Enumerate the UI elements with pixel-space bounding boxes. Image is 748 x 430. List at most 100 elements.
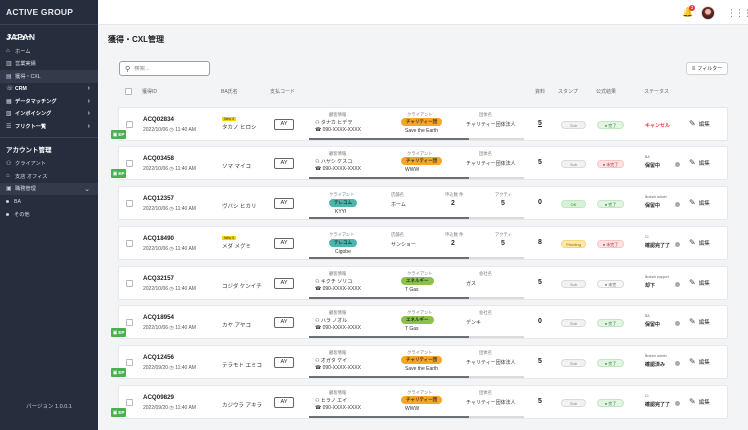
user-icon: ⚇ — [6, 161, 12, 168]
table-row[interactable]: ▣ EP ACQ02834 2022/10/06 ◷ 11:40 AM New 4 タカノ… — [111, 107, 728, 141]
row-checkbox[interactable] — [126, 160, 133, 167]
acquisition-id[interactable]: ACQ02834 — [143, 116, 174, 123]
apply-count-label: 申込数 件 — [445, 232, 464, 237]
edit-button[interactable]: ✎ 編集 — [689, 357, 710, 366]
row-checkbox[interactable] — [126, 280, 133, 287]
acquisition-id[interactable]: ACQ32157 — [143, 275, 174, 282]
status-role: CI — [645, 235, 649, 239]
edit-button[interactable]: ✎ 編集 — [689, 238, 710, 247]
sidebar-item-1[interactable]: ▥ 営業実績 — [0, 58, 98, 71]
detail-scrollbar[interactable] — [309, 257, 524, 259]
sidebar-item-2[interactable]: ▤ 獲得・CXL — [0, 70, 98, 83]
select-all-checkbox[interactable] — [125, 88, 132, 95]
detail-scrollbar[interactable] — [309, 336, 524, 338]
edit-button[interactable]: ✎ 編集 — [689, 119, 710, 128]
edit-icon: ✎ — [689, 397, 696, 406]
home-icon: ⌂ — [6, 48, 10, 55]
apps-grid-icon[interactable]: ⋮⋮⋮ — [727, 8, 748, 18]
document-count[interactable]: 0 — [538, 318, 542, 325]
client-label: クライアント — [329, 192, 355, 197]
sidebar-item-label: 営業実績 — [15, 61, 36, 68]
status-label: 保留中 — [645, 322, 661, 328]
filter-button[interactable]: ≡ フィルター — [686, 62, 728, 75]
edit-button[interactable]: ✎ 編集 — [689, 198, 710, 207]
detail-scrollbar[interactable] — [309, 376, 524, 378]
detail-scrollbar[interactable] — [309, 297, 524, 299]
sidebar-item-5[interactable]: ▧ インボイシング › — [0, 108, 98, 121]
table-row[interactable]: ▣ EP ACQ12456 2022/09/20 ◷ 11:40 AM テラモト エミコ… — [111, 345, 728, 379]
edit-button[interactable]: ✎ 編集 — [689, 278, 710, 287]
ba-name: メダ メグミ — [222, 244, 252, 250]
table-row[interactable]: ▣ EP ACQ18954 2022/10/06 ◷ 11:40 AM カヤ アヤコ AY… — [111, 305, 728, 339]
ba-name: カヤ アヤコ — [222, 323, 252, 329]
sub-item-0[interactable]: BA — [0, 195, 98, 208]
detail-scrollbar[interactable] — [309, 416, 524, 418]
brand-logo: ACTIVE GROUP JAPAN — [0, 0, 98, 42]
sidebar-item-0[interactable]: ⌂ ホーム — [0, 45, 98, 58]
client-label: クライアント — [407, 350, 433, 355]
bell-icon[interactable]: 🔔 — [682, 7, 694, 17]
avatar[interactable] — [701, 6, 715, 20]
table-row[interactable]: ACQ32157 2022/10/06 ◷ 11:40 AM コジダ ケンイチ AY 顧… — [118, 266, 728, 300]
row-checkbox[interactable] — [126, 359, 133, 366]
document-count[interactable]: 8 — [538, 239, 542, 246]
acquisition-id[interactable]: ACQ18490 — [143, 235, 174, 242]
account-item-0[interactable]: ⚇ クライアント — [0, 158, 98, 171]
client-pill: チャリティー団 — [401, 118, 443, 126]
document-count[interactable]: 5 — [538, 358, 542, 365]
status-dot — [675, 202, 680, 207]
acquisition-id[interactable]: ACQ09829 — [143, 394, 174, 401]
edit-button[interactable]: ✎ 編集 — [689, 158, 710, 167]
client-sub: WWW — [405, 406, 420, 412]
sidebar-item-4[interactable]: ▦ データマッチング › — [0, 95, 98, 108]
client-pill: テレコム — [329, 199, 357, 207]
document-count[interactable]: 5 — [538, 398, 542, 405]
acquisition-id[interactable]: ACQ12357 — [143, 195, 174, 202]
acquisition-date: 2022/10/06 ◷ 11:40 AM — [143, 127, 196, 133]
row-checkbox[interactable] — [126, 121, 133, 128]
document-count[interactable]: 5 — [538, 279, 542, 286]
document-count[interactable]: 5 — [538, 120, 542, 127]
header-code: 支払コード — [270, 89, 296, 95]
account-item-1[interactable]: ⌂ 支店 オフィス — [0, 170, 98, 183]
payment-code: AY — [274, 238, 294, 249]
customer-phone: ☎ 090-XXXX-XXXX — [315, 166, 361, 172]
edit-icon: ✎ — [689, 238, 696, 247]
acquisition-id[interactable]: ACQ12456 — [143, 354, 174, 361]
sidebar-item-6[interactable]: ☰ フリクト一覧 › — [0, 120, 98, 133]
detail-scrollbar[interactable] — [309, 138, 524, 140]
table-row[interactable]: ▣ EP ACQ09829 2022/09/20 ◷ 11:40 AM カジウラ アキラ… — [111, 385, 728, 419]
sidebar-item-3[interactable]: ☏ CRM › — [0, 83, 98, 96]
shop-name: ホーム — [391, 202, 406, 208]
phone-icon: ☎ — [315, 325, 322, 331]
chevron-right-icon: › — [87, 110, 90, 118]
row-checkbox[interactable] — [126, 319, 133, 326]
table-row[interactable]: ACQ18490 2022/10/06 ◷ 11:40 AM New 4 メダ メグミ… — [118, 226, 728, 260]
new-badge: New 4 — [222, 236, 236, 240]
result-pill: ● 未完 — [597, 280, 624, 288]
table-row[interactable]: ACQ12357 2022/10/06 ◷ 11:40 AM ヴバシ ヒカリ AY クラ… — [118, 186, 728, 220]
edit-button[interactable]: ✎ 編集 — [689, 317, 710, 326]
account-item-2[interactable]: ▣ 職務管理 ⌄ — [0, 182, 98, 195]
acquisition-id[interactable]: ACQ03458 — [143, 155, 174, 162]
assoc-label: 団体名 — [479, 390, 492, 395]
row-checkbox[interactable] — [126, 240, 133, 247]
search-input[interactable] — [134, 65, 205, 72]
edit-button[interactable]: ✎ 編集 — [689, 397, 710, 406]
row-checkbox[interactable] — [126, 200, 133, 207]
assoc-name: チャリティー団体法人 — [466, 161, 516, 167]
assoc-name: デンキ — [466, 320, 482, 326]
detail-scrollbar[interactable] — [309, 177, 524, 179]
acquisition-id[interactable]: ACQ18954 — [143, 314, 174, 321]
ep-badge: ▣ EP — [111, 169, 126, 178]
client-pill: チャリティー団 — [401, 396, 443, 404]
sub-item-1[interactable]: その他 — [0, 208, 98, 221]
document-count[interactable]: 5 — [538, 159, 542, 166]
row-checkbox[interactable] — [126, 399, 133, 406]
table-row[interactable]: ▣ EP ACQ03458 2022/10/06 ◷ 11:40 AM ソマ マイコ AY… — [111, 146, 728, 180]
document-count[interactable]: 0 — [538, 199, 542, 206]
detail-scrollbar[interactable] — [309, 217, 524, 219]
document-icon: ▣ — [112, 409, 118, 416]
client-label: クライアント — [407, 151, 433, 156]
client-pill: チャリティー団 — [401, 356, 443, 364]
